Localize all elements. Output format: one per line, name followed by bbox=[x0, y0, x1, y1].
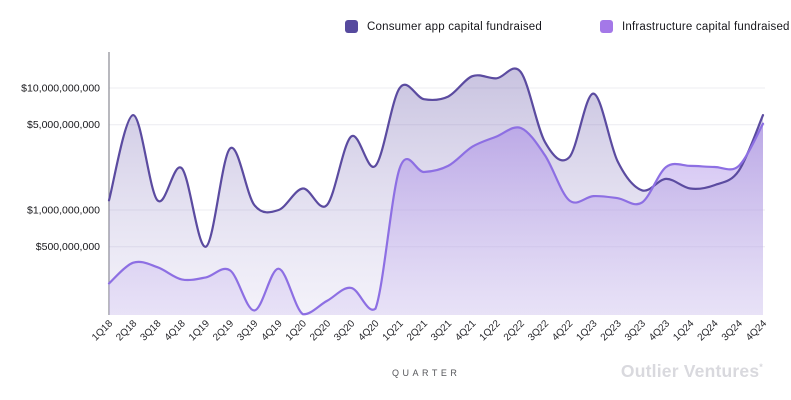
x-tick-label: 1Q24 bbox=[671, 318, 696, 343]
x-tick-label: 1Q19 bbox=[187, 318, 212, 343]
x-tick-label: 4Q22 bbox=[550, 318, 575, 343]
x-tick-label: 4Q21 bbox=[453, 318, 478, 343]
outlier-ventures-logo: Outlier Ventures* bbox=[621, 361, 763, 382]
y-tick-label: $1,000,000,000 bbox=[27, 205, 100, 217]
y-tick-label: $10,000,000,000 bbox=[21, 83, 100, 95]
consumer-series-swatch-icon bbox=[345, 20, 358, 33]
y-tick-label: $500,000,000 bbox=[36, 241, 100, 253]
x-tick-label: 3Q21 bbox=[429, 318, 454, 343]
legend-label-infrastructure: Infrastructure capital fundraised bbox=[621, 20, 790, 33]
x-tick-label: 4Q19 bbox=[260, 318, 285, 343]
x-tick-label: 2Q23 bbox=[599, 318, 624, 343]
x-tick-label: 3Q22 bbox=[526, 318, 551, 343]
x-tick-label: 2Q19 bbox=[211, 318, 236, 343]
infrastructure-series-swatch-icon bbox=[599, 20, 613, 33]
x-tick-label: 1Q22 bbox=[478, 318, 503, 343]
legend-item-consumer: Consumer app capital fundraised bbox=[345, 20, 542, 33]
x-tick-label: 1Q20 bbox=[284, 318, 309, 343]
x-tick-label: 3Q20 bbox=[332, 318, 357, 343]
x-tick-label: 4Q18 bbox=[163, 318, 188, 343]
x-tick-label: 3Q23 bbox=[623, 318, 648, 343]
legend-label-consumer: Consumer app capital fundraised bbox=[367, 20, 542, 33]
x-tick-label: 4Q20 bbox=[356, 318, 381, 343]
x-tick-label: 1Q18 bbox=[90, 318, 115, 343]
x-tick-label: 2Q24 bbox=[696, 318, 721, 343]
brand-mark: * bbox=[759, 362, 763, 372]
x-tick-label: 3Q19 bbox=[235, 318, 260, 343]
x-tick-label: 1Q23 bbox=[574, 318, 599, 343]
brand-text: Outlier Ventures bbox=[620, 361, 760, 381]
legend-item-infrastructure: Infrastructure capital fundraised bbox=[599, 20, 790, 33]
x-tick-label: 4Q24 bbox=[744, 318, 769, 343]
x-axis-title: QUARTER bbox=[392, 368, 461, 378]
infrastructure-line bbox=[107, 122, 765, 316]
y-tick-label: $5,000,000,000 bbox=[27, 119, 100, 131]
chart-legend: Consumer app capital fundraised Infrastr… bbox=[345, 20, 790, 33]
x-tick-label: 2Q20 bbox=[308, 318, 333, 343]
consumer-line bbox=[107, 67, 765, 248]
x-tick-label: 4Q23 bbox=[647, 318, 672, 343]
x-tick-label: 2Q18 bbox=[114, 318, 139, 343]
x-tick-label: 2Q21 bbox=[405, 318, 430, 343]
x-tick-label: 3Q24 bbox=[720, 318, 745, 343]
infrastructure-area-fill bbox=[109, 123, 763, 315]
x-tick-label: 3Q18 bbox=[138, 318, 163, 343]
x-tick-label: 2Q22 bbox=[502, 318, 527, 343]
x-tick-label: 1Q21 bbox=[381, 318, 406, 343]
